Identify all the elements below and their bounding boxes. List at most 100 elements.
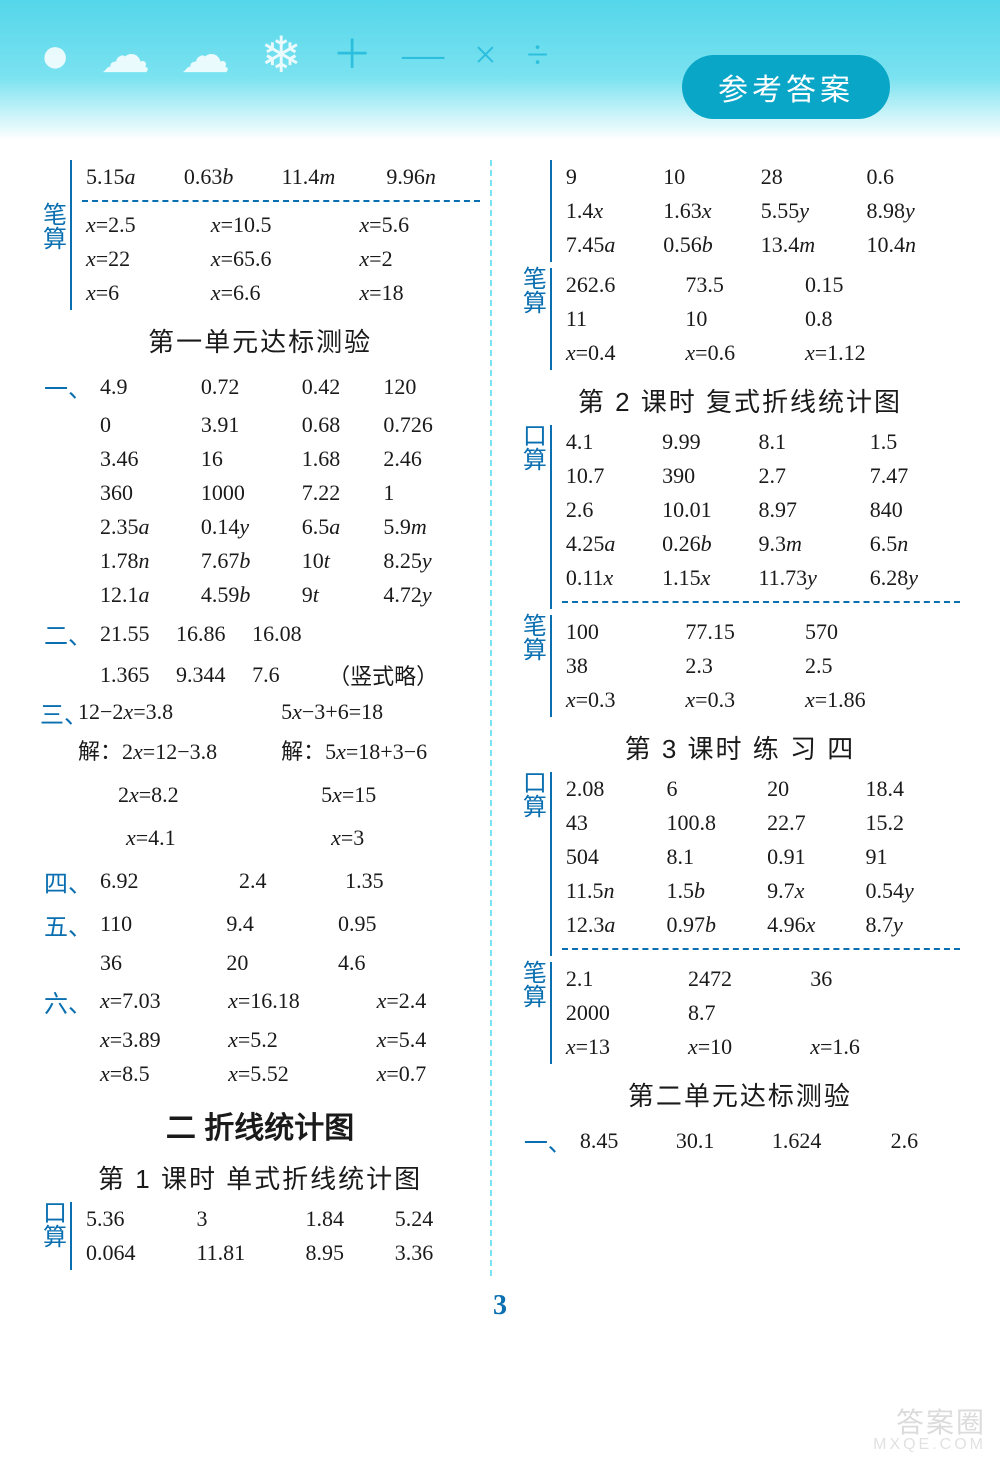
value-cell: x=1.86 (801, 683, 943, 717)
value-cell: 120 (379, 365, 480, 408)
value-cell: 0.14y (197, 510, 298, 544)
value-cell: x=6 (82, 276, 207, 310)
value-cell: 11.4m (278, 160, 383, 194)
value-cell: 16.86 (172, 612, 248, 655)
value-cell: （竖式略） (324, 655, 480, 695)
divide-icon: ÷ (527, 35, 549, 75)
eq-b3: 5x=15 (277, 773, 480, 816)
section-1: 一、4.90.720.4212003.910.680.7263.46161.68… (40, 365, 480, 612)
value-cell (941, 962, 960, 996)
value-cell: 2.3 (681, 649, 801, 683)
cloud-icon: ☁ (100, 30, 150, 80)
value-cell: 840 (866, 493, 960, 527)
value-cell: 9.99 (658, 425, 754, 459)
sec4-v2: 1.35 (341, 860, 480, 903)
minus-icon: — (402, 34, 444, 76)
value-cell: 1 (379, 476, 480, 510)
value-cell: 22.7 (763, 806, 861, 840)
value-cell: 1.5 (866, 425, 960, 459)
value-cell: 7.47 (866, 459, 960, 493)
bi3-content: 2.124723620008.7x=13x=10x=1.6 (550, 962, 960, 1064)
value-cell: 2472 (684, 962, 806, 996)
value-cell: 8.7 (684, 996, 806, 1030)
value-cell: 5.55y (757, 194, 863, 228)
value-cell: 3.91 (197, 408, 298, 442)
kou-cont-content: 910280.61.4x1.63x5.55y8.98y7.45a0.56b13.… (550, 160, 960, 262)
value-cell: 36 (806, 962, 941, 996)
value-cell: 8.1 (754, 425, 865, 459)
section-head: 五、 (44, 914, 92, 941)
value-cell: 7.6 (248, 655, 324, 695)
value-cell: 2000 (562, 996, 684, 1030)
value-cell: 4.59b (197, 578, 298, 612)
value-cell: x=1.12 (801, 336, 943, 370)
cloud-icon: ☁ (180, 30, 230, 80)
r-sec1-v0: 8.45 (576, 1119, 672, 1162)
value-cell: x=0.3 (562, 683, 682, 717)
value-cell: 110 (96, 903, 222, 946)
value-cell: 7.67b (197, 544, 298, 578)
eq-b2: 解：5x=18+3−6 (277, 730, 480, 773)
value-cell: 6.5a (298, 510, 380, 544)
value-cell: 73.5 (681, 268, 801, 302)
value-cell (941, 1030, 960, 1064)
bisuan-label: 笔算 (520, 268, 550, 370)
unit2-title: 第二单元达标测验 (520, 1076, 960, 1113)
value-cell: 4.25a (562, 527, 658, 561)
value-cell: 2.7 (754, 459, 865, 493)
bi2-block: 笔算 10077.15570382.32.5x=0.3x=0.3x=1.86 (520, 615, 960, 717)
value-cell: 100 (562, 615, 682, 649)
value-cell: 3.46 (96, 442, 197, 476)
kousuan-label: 口算 (40, 1202, 70, 1270)
section-2: 二、21.5516.8616.081.3659.3447.6（竖式略） (40, 612, 480, 695)
value-cell (943, 268, 960, 302)
value-cell: 11.81 (193, 1236, 302, 1270)
value-cell: 8.98y (863, 194, 961, 228)
value-cell: 43 (562, 806, 663, 840)
value-cell: 8.25y (379, 544, 480, 578)
r-sec1-v1: 30.1 (672, 1119, 768, 1162)
bi3-block: 笔算 2.124723620008.7x=13x=10x=1.6 (520, 962, 960, 1064)
snow-icon: ❄ (260, 30, 302, 80)
value-cell: x=5.6 (355, 208, 480, 242)
value-cell: 1000 (197, 476, 298, 510)
section-5: 五、1109.40.9536204.6 (40, 903, 480, 980)
value-cell: x=0.4 (562, 336, 682, 370)
bi1-content: 262.673.50.1511100.8x=0.4x=0.6x=1.12 (550, 268, 960, 370)
value-cell: 2.1 (562, 962, 684, 996)
kou3-content: 2.0862018.443100.822.715.25048.10.919111… (550, 772, 960, 956)
value-cell (806, 996, 941, 1030)
sec6-table: 六、x=7.03x=16.18x=2.4x=3.89x=5.2x=5.4x=8.… (40, 980, 480, 1091)
kou3-table: 2.0862018.443100.822.715.25048.10.919111… (562, 772, 960, 942)
chapter-2-title: 二 折线统计图 (40, 1103, 480, 1147)
value-cell (324, 612, 480, 655)
value-cell: 36 (96, 946, 222, 980)
value-cell: 20 (763, 772, 861, 806)
value-cell: 0.8 (801, 302, 943, 336)
bi2-table: 10077.15570382.32.5x=0.3x=0.3x=1.86 (562, 615, 960, 717)
value-cell: x=65.6 (207, 242, 356, 276)
bisuan-label: 笔算 (520, 615, 550, 717)
value-cell: 1.68 (298, 442, 380, 476)
value-cell (943, 302, 960, 336)
kou2-block: 口算 4.19.998.11.510.73902.77.472.610.018.… (520, 425, 960, 609)
unit1-title: 第一单元达标测验 (40, 322, 480, 359)
section-head: 二、 (44, 623, 92, 650)
value-cell: x=18 (355, 276, 480, 310)
kousuan-label: 口算 (520, 772, 550, 956)
bi-eq-table: x=2.5x=10.5x=5.6x=22x=65.6x=2x=6x=6.6x=1… (82, 208, 480, 310)
value-cell: 10.01 (658, 493, 754, 527)
watermark-line1: 答案圈 (873, 1409, 986, 1437)
sec1-table: 一、4.90.720.4212003.910.680.7263.46161.68… (40, 365, 480, 612)
value-cell: x=16.18 (224, 980, 373, 1023)
value-cell (941, 996, 960, 1030)
value-cell: x=6.6 (207, 276, 356, 310)
value-cell: x=5.4 (373, 1023, 481, 1057)
value-cell: 8.95 (301, 1236, 390, 1270)
value-cell: 0.63b (180, 160, 278, 194)
value-cell (943, 336, 960, 370)
value-cell: 9.4 (222, 903, 334, 946)
circle-icon: ● (40, 30, 70, 80)
value-cell: 3.36 (391, 1236, 480, 1270)
value-cell: 5.24 (391, 1202, 480, 1236)
